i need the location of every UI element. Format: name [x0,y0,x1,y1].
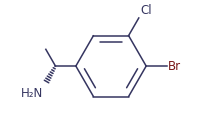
Text: Cl: Cl [140,4,152,17]
Text: Br: Br [168,60,181,73]
Text: H₂N: H₂N [21,86,43,100]
